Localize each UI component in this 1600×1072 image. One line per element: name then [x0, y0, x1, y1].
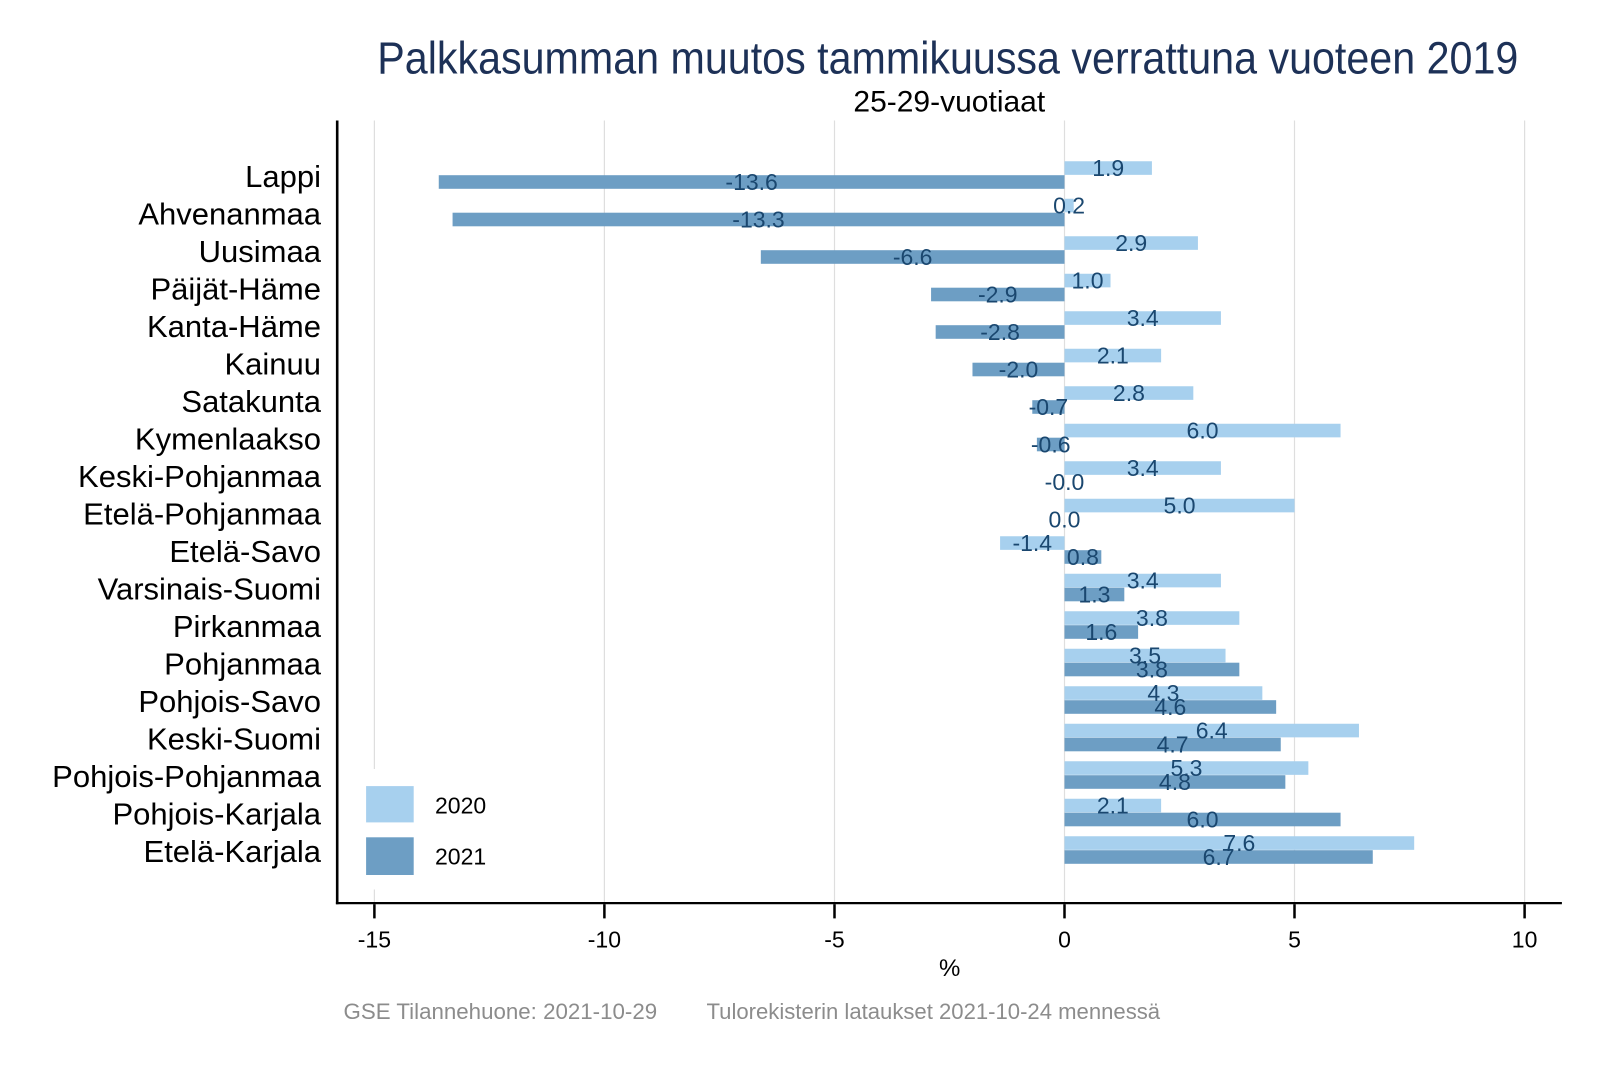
svg-text:5: 5: [1288, 927, 1301, 953]
svg-text:-0.0: -0.0: [1045, 469, 1085, 495]
svg-text:3.5: 3.5: [1129, 643, 1161, 669]
svg-text:4.6: 4.6: [1154, 694, 1186, 720]
svg-text:6.0: 6.0: [1187, 418, 1219, 444]
svg-text:-15: -15: [358, 927, 391, 953]
svg-text:%: %: [939, 955, 960, 982]
svg-text:3.8: 3.8: [1136, 657, 1168, 683]
svg-text:Satakunta: Satakunta: [181, 384, 321, 419]
svg-text:-1.4: -1.4: [1012, 530, 1052, 556]
svg-text:-13.6: -13.6: [725, 169, 777, 195]
svg-text:2021: 2021: [435, 843, 486, 869]
svg-text:Pirkanmaa: Pirkanmaa: [173, 609, 322, 644]
svg-text:-13.3: -13.3: [732, 207, 784, 233]
svg-text:Uusimaa: Uusimaa: [199, 234, 322, 269]
svg-text:Etelä-Karjala: Etelä-Karjala: [144, 834, 322, 869]
svg-text:Kainuu: Kainuu: [224, 347, 321, 382]
svg-text:1.3: 1.3: [1078, 582, 1110, 608]
svg-text:-2.0: -2.0: [999, 357, 1039, 383]
svg-text:2.1: 2.1: [1097, 793, 1129, 819]
svg-text:3.8: 3.8: [1136, 605, 1168, 631]
svg-text:-5: -5: [824, 927, 844, 953]
svg-text:GSE Tilannehuone: 2021-10-29: GSE Tilannehuone: 2021-10-29: [344, 999, 658, 1024]
svg-text:7.6: 7.6: [1223, 830, 1255, 856]
svg-text:10: 10: [1512, 927, 1538, 953]
svg-text:2.8: 2.8: [1113, 380, 1145, 406]
svg-text:1.0: 1.0: [1072, 268, 1104, 294]
svg-text:2.9: 2.9: [1115, 230, 1147, 256]
svg-text:Etelä-Savo: Etelä-Savo: [169, 534, 321, 569]
svg-text:0.0: 0.0: [1049, 507, 1081, 533]
svg-text:-0.7: -0.7: [1029, 394, 1069, 420]
svg-text:5.0: 5.0: [1164, 493, 1196, 519]
svg-text:Pohjois-Pohjanmaa: Pohjois-Pohjanmaa: [52, 759, 322, 794]
svg-text:Ahvenanmaa: Ahvenanmaa: [138, 197, 321, 232]
svg-text:0: 0: [1058, 927, 1071, 953]
svg-text:6.4: 6.4: [1196, 718, 1228, 744]
svg-text:3.4: 3.4: [1127, 455, 1159, 481]
svg-text:6.0: 6.0: [1187, 807, 1219, 833]
svg-text:3.4: 3.4: [1127, 305, 1159, 331]
svg-text:-2.9: -2.9: [978, 282, 1018, 308]
svg-text:-0.6: -0.6: [1031, 432, 1071, 458]
svg-text:Kymenlaakso: Kymenlaakso: [135, 422, 321, 457]
svg-text:1.9: 1.9: [1092, 155, 1124, 181]
svg-text:0.8: 0.8: [1067, 544, 1099, 570]
svg-text:3.4: 3.4: [1127, 568, 1159, 594]
svg-text:Kanta-Häme: Kanta-Häme: [147, 309, 321, 344]
svg-text:2.1: 2.1: [1097, 343, 1129, 369]
svg-text:Tulorekisterin lataukset 2021-: Tulorekisterin lataukset 2021-10-24 menn…: [707, 999, 1161, 1024]
svg-text:Pohjanmaa: Pohjanmaa: [164, 647, 322, 682]
svg-text:Keski-Suomi: Keski-Suomi: [147, 722, 321, 757]
svg-text:Lappi: Lappi: [245, 159, 321, 194]
svg-text:2020: 2020: [435, 792, 486, 818]
svg-text:-6.6: -6.6: [893, 244, 933, 270]
svg-text:25-29-vuotiaat: 25-29-vuotiaat: [853, 85, 1045, 118]
svg-text:6.7: 6.7: [1203, 844, 1235, 870]
svg-text:Etelä-Pohjanmaa: Etelä-Pohjanmaa: [83, 497, 322, 532]
svg-text:Varsinais-Suomi: Varsinais-Suomi: [98, 572, 321, 607]
svg-text:4.7: 4.7: [1157, 732, 1189, 758]
svg-text:4.8: 4.8: [1159, 769, 1191, 795]
svg-text:Päijät-Häme: Päijät-Häme: [150, 272, 321, 307]
svg-text:1.6: 1.6: [1085, 619, 1117, 645]
svg-text:Pohjois-Karjala: Pohjois-Karjala: [113, 797, 322, 832]
svg-text:5.3: 5.3: [1170, 755, 1202, 781]
svg-text:4.3: 4.3: [1147, 680, 1179, 706]
svg-text:-2.8: -2.8: [980, 319, 1020, 345]
svg-text:0.2: 0.2: [1053, 193, 1085, 219]
svg-text:-10: -10: [588, 927, 621, 953]
svg-text:Keski-Pohjanmaa: Keski-Pohjanmaa: [78, 459, 322, 494]
svg-text:Palkkasumman muutos tammikuuss: Palkkasumman muutos tammikuussa verrattu…: [377, 33, 1518, 84]
svg-text:Pohjois-Savo: Pohjois-Savo: [138, 684, 321, 719]
